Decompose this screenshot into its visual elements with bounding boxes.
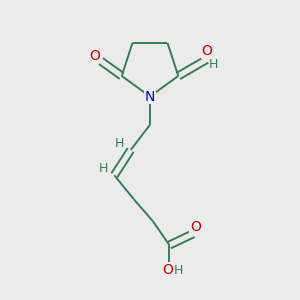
Text: O: O: [190, 220, 201, 234]
Text: H: H: [115, 137, 124, 150]
Text: H: H: [98, 162, 108, 175]
Text: H: H: [209, 58, 219, 71]
Text: N: N: [145, 89, 155, 103]
Text: H: H: [173, 264, 183, 277]
Text: O: O: [89, 49, 100, 63]
Text: O: O: [162, 263, 173, 277]
Text: O: O: [202, 44, 212, 58]
